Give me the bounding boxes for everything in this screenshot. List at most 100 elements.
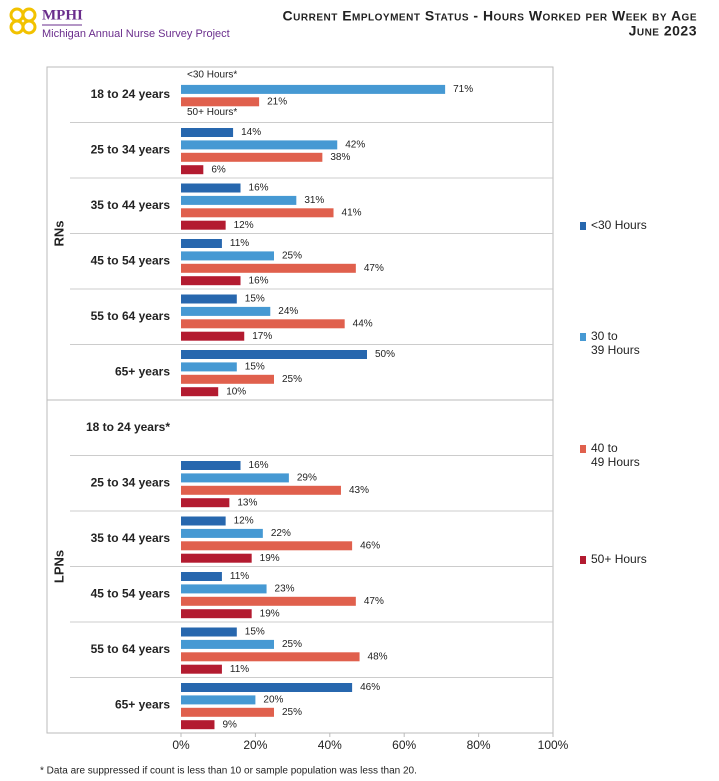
value-label: 44% [353, 318, 373, 329]
bar [181, 84, 446, 94]
category-label: 25 to 34 years [91, 475, 171, 489]
logo-text: MPHI [42, 7, 83, 23]
chart-title: Current Employment Status - Hours Worked… [283, 8, 697, 24]
category-label: 45 to 54 years [91, 586, 171, 600]
x-tick-label: 80% [467, 738, 491, 752]
legend-swatch [580, 333, 586, 341]
value-label: 25% [282, 639, 302, 650]
bar [181, 516, 226, 526]
bar [181, 485, 341, 495]
category-label: 55 to 64 years [91, 309, 171, 323]
bar [181, 195, 297, 205]
value-label: 25% [282, 374, 302, 385]
bar [181, 664, 222, 674]
value-label: 31% [304, 195, 324, 206]
value-label: 46% [360, 682, 380, 693]
value-label: 22% [271, 528, 291, 539]
value-label: 17% [252, 331, 272, 342]
value-label: 12% [234, 516, 254, 527]
bar [181, 374, 274, 384]
value-label: 6% [211, 164, 226, 175]
category-label: 18 to 24 years* [86, 420, 170, 434]
value-label: 16% [249, 275, 269, 286]
bar [181, 294, 237, 304]
bar [181, 208, 334, 218]
x-tick-label: 100% [538, 738, 569, 752]
bar [181, 140, 338, 150]
value-label: 10% [226, 386, 246, 397]
bar [181, 498, 230, 508]
value-label: 71% [453, 84, 473, 95]
bar [181, 720, 215, 730]
bar [181, 263, 356, 273]
value-label: 43% [349, 485, 369, 496]
bar [181, 627, 237, 637]
legend-label: <30 Hours [591, 218, 647, 232]
category-label: 35 to 44 years [91, 198, 171, 212]
value-label: 25% [282, 707, 302, 718]
bar [181, 331, 245, 341]
legend-swatch [580, 445, 586, 453]
group-label: RNs [51, 220, 66, 246]
bar [181, 306, 271, 316]
value-label: 20% [263, 695, 283, 706]
bar [181, 350, 367, 359]
value-label: 15% [245, 627, 265, 638]
bar [181, 553, 252, 563]
bar [181, 387, 219, 397]
bar [181, 128, 234, 137]
bar [181, 239, 222, 248]
value-label: 16% [249, 183, 269, 194]
bar [181, 639, 274, 649]
value-label: 13% [237, 497, 257, 508]
value-label: 11% [230, 238, 249, 249]
organization: Michigan Annual Nurse Survey Project [42, 28, 230, 40]
value-label: 41% [342, 207, 362, 218]
bar [181, 319, 345, 329]
x-tick-label: 20% [243, 738, 267, 752]
x-tick-label: 40% [318, 738, 342, 752]
value-label: 47% [364, 263, 384, 274]
value-label: 25% [282, 251, 302, 262]
bar [181, 251, 274, 261]
value-label: 24% [278, 306, 298, 317]
bar [181, 584, 267, 594]
bar [181, 528, 263, 538]
bar [181, 97, 260, 107]
bar [181, 572, 222, 581]
value-label: 15% [245, 362, 265, 373]
value-label: 23% [275, 584, 295, 595]
bar [181, 183, 241, 193]
legend-label: 40 to 49 Hours [591, 441, 640, 469]
bar [181, 362, 237, 372]
category-label: 45 to 54 years [91, 253, 171, 267]
bar [181, 695, 256, 705]
value-label: 47% [364, 596, 384, 607]
legend-label: 30 to 39 Hours [591, 329, 640, 357]
legend-swatch [580, 222, 586, 230]
footnote: * Data are suppressed if count is less t… [40, 766, 417, 777]
category-label: 25 to 34 years [91, 142, 171, 156]
value-label: 9% [222, 719, 237, 730]
annotation: <30 Hours* [187, 70, 237, 81]
value-label: 21% [267, 96, 287, 107]
value-label: 16% [249, 460, 269, 471]
bar [181, 707, 274, 717]
category-label: 35 to 44 years [91, 531, 171, 545]
value-label: 29% [297, 473, 317, 484]
value-label: 12% [234, 220, 254, 231]
bar [181, 152, 323, 162]
value-label: 48% [368, 651, 388, 662]
value-label: 11% [230, 664, 249, 675]
value-label: 19% [260, 553, 280, 564]
logo-icon [9, 7, 37, 35]
legend-swatch [580, 556, 586, 564]
group-label: LPNs [51, 550, 66, 583]
value-label: 15% [245, 294, 265, 305]
bar [181, 473, 289, 483]
legend-label: 50+ Hours [591, 552, 647, 566]
value-label: 42% [345, 140, 365, 151]
bar [181, 461, 241, 470]
chart-subtitle: June 2023 [629, 23, 697, 39]
